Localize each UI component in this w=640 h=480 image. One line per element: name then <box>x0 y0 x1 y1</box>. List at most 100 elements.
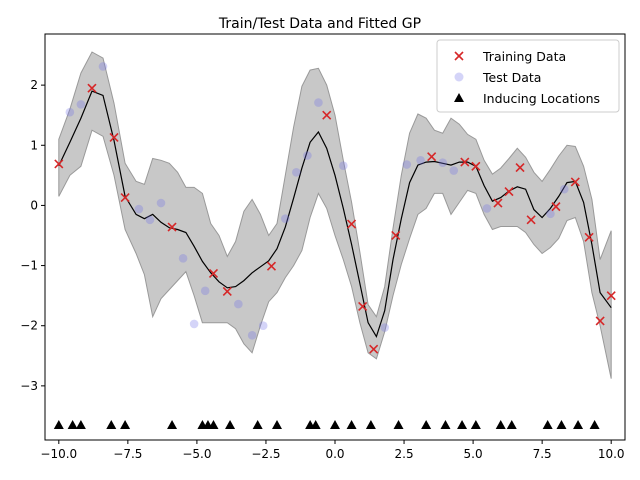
test-point <box>402 160 412 169</box>
inducing-point <box>346 419 357 429</box>
plot-area <box>53 51 616 429</box>
training-point <box>347 219 357 229</box>
legend-label-test: Test Data <box>482 70 541 85</box>
inducing-point <box>75 419 86 429</box>
training-point <box>358 301 368 312</box>
inducing-point <box>106 419 117 429</box>
inducing-point <box>53 419 64 429</box>
y-tick-label: −1 <box>20 259 38 273</box>
test-point <box>438 158 448 168</box>
training-point <box>526 215 536 225</box>
inducing-point <box>440 419 451 429</box>
test-point <box>546 209 555 219</box>
x-tick-label: −10.0 <box>40 447 77 461</box>
training-point <box>87 83 97 93</box>
training-point <box>595 316 605 326</box>
inducing-point <box>365 419 376 429</box>
legend-label-training: Training Data <box>482 49 566 64</box>
test-point <box>156 198 166 208</box>
test-point <box>449 166 459 175</box>
y-tick-label: 2 <box>30 78 38 92</box>
test-point <box>559 184 569 194</box>
y-axis: −3 −2 −1 0 1 2 <box>20 78 45 393</box>
training-marker-icon <box>454 51 464 61</box>
training-point <box>54 159 64 169</box>
inducing-point <box>120 419 131 429</box>
inducing-marker-icon <box>454 93 464 102</box>
legend-box <box>436 39 620 113</box>
y-tick-label: −2 <box>20 319 38 333</box>
test-point <box>76 100 86 109</box>
confidence-band <box>58 51 612 379</box>
inducing-point <box>208 419 219 429</box>
x-tick-label: −2.5 <box>251 447 280 461</box>
training-point <box>266 261 277 271</box>
inducing-point <box>167 419 178 429</box>
test-point <box>145 215 155 225</box>
legend-label-inducing: Inducing Locations <box>483 91 600 106</box>
legend-item-test: Test Data <box>454 70 541 85</box>
legend-item-inducing: Inducing Locations <box>454 91 600 106</box>
x-tick-label: 7.5 <box>533 447 552 461</box>
training-point <box>471 161 481 171</box>
training-point <box>570 177 580 187</box>
training-point <box>120 193 130 203</box>
test-point <box>247 331 257 340</box>
training-point <box>109 132 119 143</box>
training-point <box>322 110 332 120</box>
training-point <box>606 291 616 301</box>
inducing-point <box>470 419 481 429</box>
y-tick-label: 1 <box>30 138 38 152</box>
inducing-point <box>225 419 236 429</box>
test-point <box>134 204 144 214</box>
training-point <box>504 187 514 197</box>
training-point <box>208 268 219 278</box>
x-tick-label: −7.5 <box>113 447 142 461</box>
inducing-point <box>589 419 600 429</box>
test-point <box>258 321 268 331</box>
inducing-point <box>506 419 517 429</box>
x-tick-label: 10.0 <box>598 447 625 461</box>
training-point <box>515 162 525 173</box>
x-tick-label: 2.5 <box>395 447 414 461</box>
test-point <box>380 323 390 332</box>
x-tick-label: 0.0 <box>325 447 344 461</box>
inducing-point <box>573 419 584 429</box>
test-point <box>189 319 199 329</box>
test-point <box>314 98 323 107</box>
training-point <box>369 344 379 354</box>
test-point <box>65 107 75 117</box>
training-point <box>551 202 561 212</box>
inducing-point <box>457 419 468 429</box>
inducing-point <box>330 419 340 429</box>
training-point <box>493 198 503 208</box>
gp-mean-line <box>58 90 612 338</box>
inducing-point <box>272 419 282 429</box>
test-point <box>338 161 348 171</box>
inducing-point <box>67 419 78 429</box>
test-marker-icon <box>454 72 464 82</box>
inducing-point <box>393 419 404 429</box>
test-point <box>178 254 188 263</box>
inducing-point <box>421 419 432 429</box>
test-point <box>234 299 243 309</box>
inducing-point <box>556 419 567 429</box>
test-point <box>482 204 492 213</box>
x-axis: −10.0 −7.5 −5.0 −2.5 0.0 2.5 5.0 7.5 10.0 <box>40 440 625 461</box>
training-point <box>391 230 401 241</box>
legend: Training Data Test Data Inducing Locatio… <box>436 39 620 113</box>
inducing-point <box>542 419 553 429</box>
test-point <box>200 286 210 296</box>
inducing-point <box>495 419 506 429</box>
x-tick-label: −5.0 <box>182 447 211 461</box>
training-point <box>584 232 594 242</box>
y-tick-label: 0 <box>30 198 38 212</box>
x-tick-label: 5.0 <box>464 447 483 461</box>
chart-title: Train/Test Data and Fitted GP <box>218 16 421 32</box>
test-point <box>280 214 290 223</box>
test-point <box>292 168 301 177</box>
inducing-point <box>310 419 321 429</box>
training-point <box>167 222 177 232</box>
training-point <box>460 157 470 167</box>
